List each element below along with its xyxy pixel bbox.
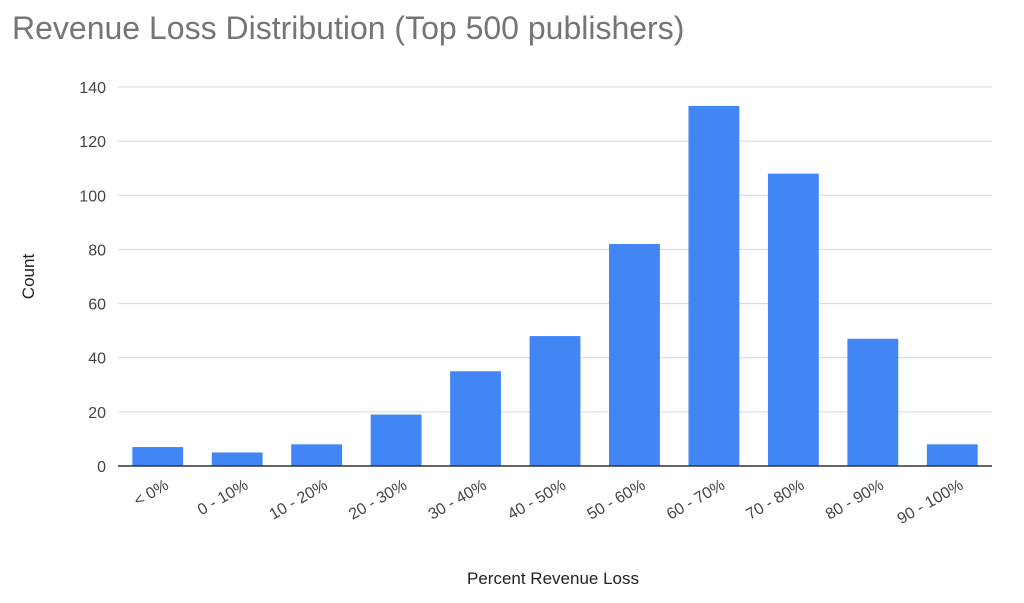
bar	[132, 447, 184, 466]
x-tick-label: 90 - 100%	[895, 477, 967, 528]
y-axis-ticks: 0 20 40 60 80 100 120 140	[79, 80, 106, 476]
x-tick-label: 50 - 60%	[584, 477, 648, 524]
bar	[529, 336, 581, 466]
bar	[291, 444, 343, 466]
y-tick-label: 120	[79, 134, 106, 151]
x-tick-label: 0 - 10%	[195, 477, 251, 519]
y-tick-label: 100	[79, 188, 106, 205]
x-tick-label: 20 - 30%	[346, 477, 410, 524]
bar	[370, 414, 422, 466]
y-tick-label: 20	[88, 405, 106, 422]
bar	[688, 105, 740, 466]
chart-title: Revenue Loss Distribution (Top 500 publi…	[12, 10, 685, 46]
bar	[926, 444, 978, 466]
bars	[132, 105, 978, 466]
x-tick-label: 30 - 40%	[426, 477, 490, 524]
x-tick-label: 80 - 90%	[823, 477, 887, 524]
x-tick-label: 40 - 50%	[505, 477, 569, 524]
y-tick-label: 40	[88, 351, 106, 368]
bar	[767, 173, 819, 466]
y-tick-label: 80	[88, 242, 106, 259]
x-axis-label: Percent Revenue Loss	[467, 569, 639, 588]
bar	[211, 452, 263, 466]
x-tick-label: 60 - 70%	[664, 477, 728, 524]
y-tick-label: 60	[88, 297, 106, 314]
y-tick-label: 0	[97, 459, 106, 476]
y-tick-label: 140	[79, 80, 106, 97]
bar	[847, 338, 899, 466]
bar	[609, 244, 660, 466]
y-axis-label: Count	[19, 254, 38, 300]
x-axis-ticks: < 0% 0 - 10% 10 - 20% 20 - 30% 30 - 40% 40 - …	[131, 477, 966, 528]
bar	[450, 371, 501, 466]
x-tick-label: < 0%	[131, 477, 171, 510]
x-tick-label: 10 - 20%	[267, 477, 331, 524]
x-tick-label: 70 - 80%	[743, 477, 807, 524]
